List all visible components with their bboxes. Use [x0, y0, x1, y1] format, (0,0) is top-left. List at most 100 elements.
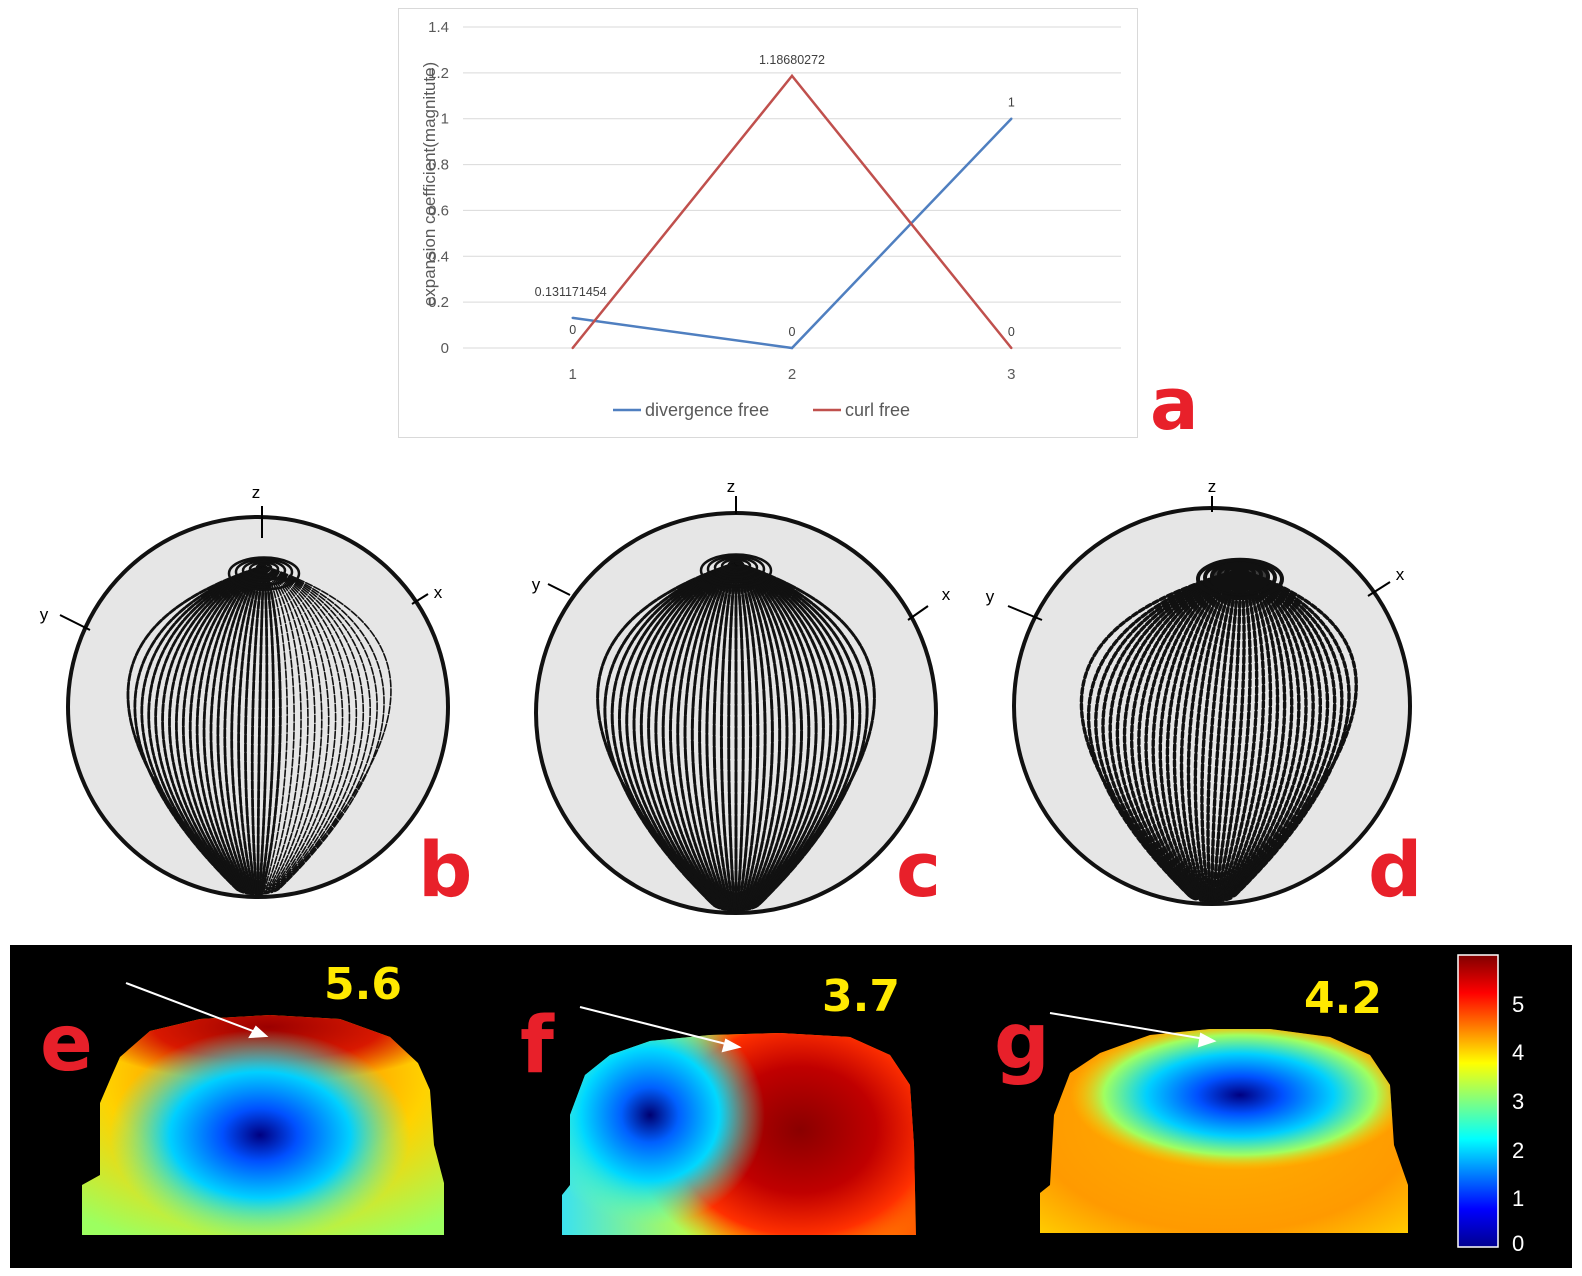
pole-rings	[699, 553, 773, 588]
panel-label-a: a	[1150, 362, 1199, 446]
heatmap-f	[562, 1033, 916, 1235]
sphere-outline	[66, 515, 450, 899]
field-line	[256, 564, 266, 896]
panel-label-g: g	[994, 997, 1050, 1087]
series-line-1	[571, 73, 1013, 349]
field-line	[734, 561, 825, 910]
field-line	[263, 565, 295, 895]
data-label: 0	[1008, 325, 1015, 339]
field-line	[202, 564, 266, 895]
field-line	[734, 561, 774, 912]
data-label: 1	[1008, 96, 1015, 110]
data-labels: 0.131171454 0 1 0 1.18680272 0	[535, 53, 1015, 339]
field-line	[734, 561, 840, 909]
pole-ring	[713, 556, 759, 579]
chart-legend: divergence free curl free	[613, 400, 910, 420]
data-point	[1010, 117, 1013, 120]
panel-label-d: d	[1368, 825, 1423, 914]
pole-ring	[241, 559, 287, 582]
field-line	[195, 564, 266, 895]
field-line	[1225, 568, 1308, 901]
field-line	[223, 564, 266, 896]
colorbar-tick-label: 1	[1512, 1186, 1525, 1212]
field-line	[140, 564, 266, 891]
field-line	[263, 565, 378, 891]
field-line	[610, 561, 738, 908]
series-line-0	[572, 117, 1013, 350]
chart-series	[571, 73, 1013, 350]
field-line	[216, 564, 266, 895]
field-line	[734, 561, 869, 907]
field-line	[230, 564, 266, 896]
field-line	[669, 561, 738, 911]
sphere-field-lines	[596, 561, 876, 912]
axis-label-z: z	[252, 483, 261, 502]
field-line	[257, 564, 269, 896]
field-line	[1094, 568, 1242, 899]
field-line	[690, 561, 738, 912]
y-tick-label: 1	[441, 111, 449, 128]
field-line	[161, 564, 266, 893]
axis-label-x: x	[1396, 565, 1405, 584]
field-line	[1086, 568, 1242, 898]
field-line	[263, 565, 365, 892]
field-line	[698, 561, 738, 912]
y-tick-label: 0.6	[428, 202, 449, 219]
field-line	[154, 564, 266, 893]
y-axis	[547, 583, 571, 596]
field-line	[727, 561, 738, 912]
pole-ring	[720, 558, 752, 574]
field-line	[719, 561, 738, 912]
axis-label-y: y	[532, 575, 541, 594]
data-label: 0.131171454	[535, 285, 607, 299]
chart-gridlines	[463, 26, 1121, 349]
line-chart: 0 0.2 0.4 0.6 0.8 1 1.2 1.4 1 2 3 0.131171454 0 1 0 1…	[420, 19, 1121, 420]
field-line	[734, 561, 760, 912]
y-axis	[1007, 605, 1043, 621]
field-line	[259, 564, 275, 896]
y-tick-label: 0.4	[428, 248, 449, 265]
field-line	[1217, 568, 1266, 903]
field-line	[734, 561, 876, 904]
field-line	[705, 561, 738, 912]
field-line	[263, 565, 330, 894]
field-line	[1232, 568, 1351, 898]
field-line	[1108, 568, 1242, 900]
field-line	[1200, 568, 1242, 903]
field-line	[734, 561, 789, 911]
data-point	[571, 346, 574, 350]
field-line	[1137, 568, 1242, 902]
field-line	[1144, 568, 1242, 902]
axis-label-x: x	[942, 585, 951, 604]
data-point	[790, 74, 794, 78]
field-line	[734, 561, 782, 912]
pole-ring	[706, 554, 766, 584]
panel-label-c: c	[896, 825, 942, 914]
sphere-b: z x y	[40, 483, 450, 899]
data-point	[790, 346, 794, 350]
field-line	[661, 561, 738, 911]
field-line	[168, 564, 266, 894]
colorbar-tick-label: 4	[1512, 1040, 1525, 1066]
axis-label-z: z	[1208, 477, 1217, 496]
legend-label: divergence free	[645, 400, 769, 420]
sphere-d: z x y	[986, 477, 1412, 906]
panel-label-f: f	[520, 1001, 554, 1091]
field-line	[734, 561, 847, 909]
field-line	[639, 561, 738, 910]
pole-ring	[699, 553, 773, 588]
y-tick-label: 0.8	[428, 157, 449, 174]
y-axis-label: expansion coefficient(magnitute)	[420, 62, 439, 306]
data-point	[571, 316, 574, 320]
field-line	[1129, 568, 1242, 901]
x-axis-ticks: 1 2 3	[568, 366, 1015, 383]
field-line	[1227, 568, 1322, 901]
field-line	[263, 565, 309, 895]
pole-dense-region	[1210, 562, 1270, 594]
field-line	[263, 565, 392, 887]
field-line	[734, 561, 753, 912]
field-line	[260, 564, 282, 896]
field-line	[181, 564, 266, 894]
heatmap-arrows	[125, 982, 1217, 1053]
pole-ring	[727, 560, 745, 569]
